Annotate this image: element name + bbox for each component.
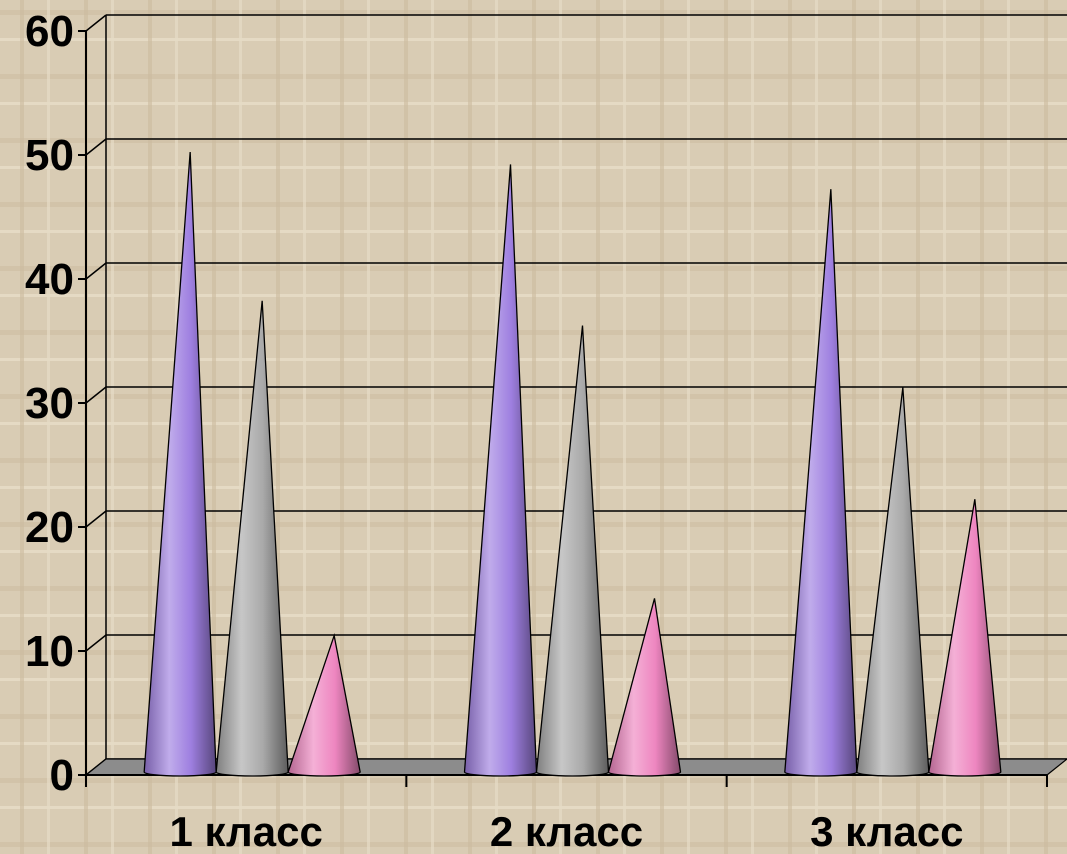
cone-body	[784, 189, 858, 777]
y-tick-label: 20	[25, 503, 74, 552]
cone-body	[535, 325, 610, 777]
gridline-slant	[85, 510, 107, 528]
x-category-label: 1 класс	[170, 808, 323, 854]
cone-bar	[535, 325, 610, 777]
gridline-slant	[85, 14, 107, 32]
cone-body	[287, 633, 361, 777]
y-tick-label: 40	[25, 255, 74, 304]
cone-bar	[784, 189, 858, 777]
gridline-slant	[85, 138, 107, 156]
cone-body	[928, 499, 1002, 777]
y-tick-label: 50	[25, 131, 74, 180]
x-category-label: 3 класс	[810, 808, 963, 854]
gridline-slant	[85, 262, 107, 280]
gridline-slant	[85, 634, 107, 652]
cone-bar	[607, 598, 682, 777]
y-tick-label: 30	[25, 379, 74, 428]
cone-body	[215, 300, 289, 777]
cone-bar	[143, 151, 217, 777]
gridline-slant	[85, 386, 107, 404]
cone-bar	[287, 633, 361, 777]
cone-body	[143, 151, 217, 777]
y-tick-label: 0	[50, 751, 74, 800]
cone-body	[607, 598, 682, 777]
cone-bar	[928, 499, 1002, 777]
y-tick-label: 10	[25, 627, 74, 676]
cone-bar	[463, 164, 538, 777]
cone-body	[856, 387, 930, 777]
x-category-label: 2 класс	[490, 808, 643, 854]
cone-body	[463, 164, 538, 777]
cone-bar	[215, 300, 289, 777]
y-tick-label: 60	[25, 7, 74, 56]
cone-bar	[856, 387, 930, 777]
